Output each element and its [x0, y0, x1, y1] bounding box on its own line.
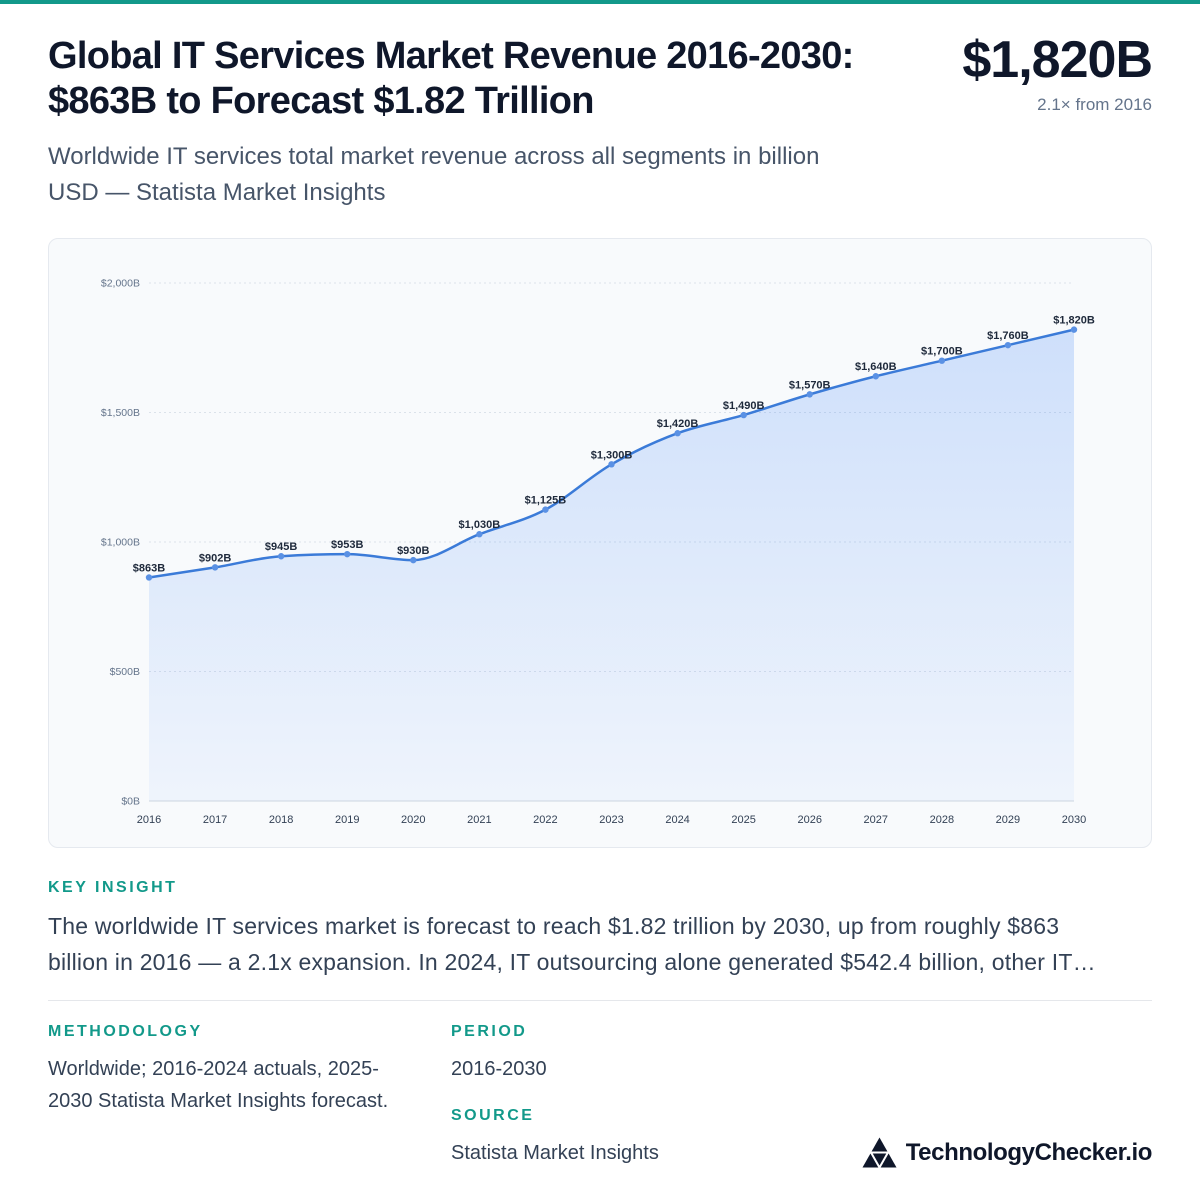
- data-label: $1,760B: [987, 330, 1029, 342]
- source-label: SOURCE: [451, 1107, 535, 1124]
- x-tick-label: 2020: [401, 814, 425, 826]
- data-point: [145, 574, 153, 581]
- x-tick-label: 2030: [1062, 814, 1086, 826]
- data-point: [476, 531, 483, 538]
- x-tick-label: 2027: [864, 814, 888, 826]
- x-tick-label: 2019: [335, 814, 359, 826]
- top-accent-bar: [0, 0, 1200, 4]
- data-point: [938, 357, 946, 364]
- data-label: $863B: [133, 562, 165, 574]
- data-label: $953B: [331, 539, 363, 551]
- data-point: [1004, 341, 1012, 349]
- data-label: $1,640B: [855, 361, 897, 373]
- brand-logo: TechnologyChecker.io: [862, 1137, 1152, 1168]
- data-labels: $863B $902B $945B $953B $930B $1,030B $1,125B $…: [133, 315, 1095, 575]
- data-point: [277, 553, 285, 560]
- data-label: $1,570B: [789, 379, 831, 391]
- y-axis-labels: $0B $500B $1,000B $1,500B $2,000B: [101, 278, 140, 808]
- data-point: [542, 506, 549, 513]
- chart-card: $863B $902B $945B $953B $930B $1,030B $1,125B $…: [48, 238, 1152, 848]
- data-point: [740, 411, 747, 419]
- x-tick-label: 2022: [533, 814, 557, 826]
- data-label: $1,820B: [1053, 315, 1095, 327]
- data-label: $1,300B: [591, 449, 633, 461]
- data-label: $1,030B: [459, 519, 501, 531]
- x-tick-label: 2029: [996, 814, 1020, 826]
- series-area-layer: [149, 329, 1074, 801]
- data-point: [806, 391, 813, 398]
- x-tick-label: 2016: [137, 814, 161, 826]
- x-tick-label: 2025: [731, 814, 755, 826]
- x-tick-label: 2018: [269, 814, 293, 826]
- data-point: [608, 461, 615, 468]
- methodology-label: METHODOLOGY: [48, 1023, 203, 1040]
- source-text: Statista Market Insights: [451, 1142, 659, 1164]
- data-points: [145, 326, 1078, 581]
- y-tick-label: $1,500B: [101, 407, 140, 419]
- x-tick-label: 2023: [599, 814, 623, 826]
- y-tick-label: $1,000B: [101, 537, 140, 549]
- data-point: [872, 373, 879, 380]
- data-label: $1,125B: [525, 495, 567, 507]
- data-point: [674, 430, 681, 437]
- key-insight-text: The worldwide IT services market is fore…: [48, 913, 1096, 975]
- data-label: $1,700B: [921, 346, 963, 358]
- data-label: $1,490B: [723, 400, 765, 412]
- y-tick-label: $2,000B: [101, 278, 140, 290]
- y-tick-label: $500B: [110, 666, 140, 678]
- period-text: 2016-2030: [451, 1058, 547, 1080]
- page-title: Global IT Services Market Revenue 2016-2…: [48, 35, 854, 122]
- x-tick-label: 2028: [930, 814, 954, 826]
- divider: [48, 1000, 1152, 1001]
- logo-inner-triangle: [868, 1151, 890, 1168]
- data-point: [1070, 326, 1078, 333]
- data-point: [344, 550, 351, 558]
- y-tick-label: $0B: [121, 796, 140, 808]
- x-axis-labels: 2016 2017 2018 2019 2020 2021 2022 2023 2024 2025…: [137, 814, 1086, 826]
- x-tick-label: 2017: [203, 814, 227, 826]
- area-chart: $863B $902B $945B $953B $930B $1,030B $1,125B $…: [101, 278, 1095, 827]
- x-tick-label: 2021: [467, 814, 491, 826]
- headline-value: $1,820B: [962, 31, 1153, 89]
- series-area: [149, 329, 1074, 801]
- brand-name: TechnologyChecker.io: [905, 1138, 1153, 1166]
- data-label: $1,420B: [657, 418, 699, 430]
- x-tick-label: 2024: [665, 814, 689, 826]
- methodology-text: Worldwide; 2016-2024 actuals, 2025-2030 …: [48, 1058, 389, 1112]
- data-label: $902B: [199, 552, 231, 564]
- data-label: $930B: [397, 545, 429, 557]
- x-tick-label: 2026: [797, 814, 821, 826]
- data-point: [211, 564, 219, 571]
- data-point: [410, 556, 417, 564]
- triangle-logo-icon: [862, 1137, 897, 1168]
- page-subtitle: Worldwide IT services total market reven…: [48, 143, 820, 206]
- headline-note: 2.1× from 2016: [1037, 95, 1152, 114]
- key-insight-label: KEY INSIGHT: [48, 879, 178, 896]
- period-label: PERIOD: [451, 1023, 528, 1040]
- data-label: $945B: [265, 541, 297, 553]
